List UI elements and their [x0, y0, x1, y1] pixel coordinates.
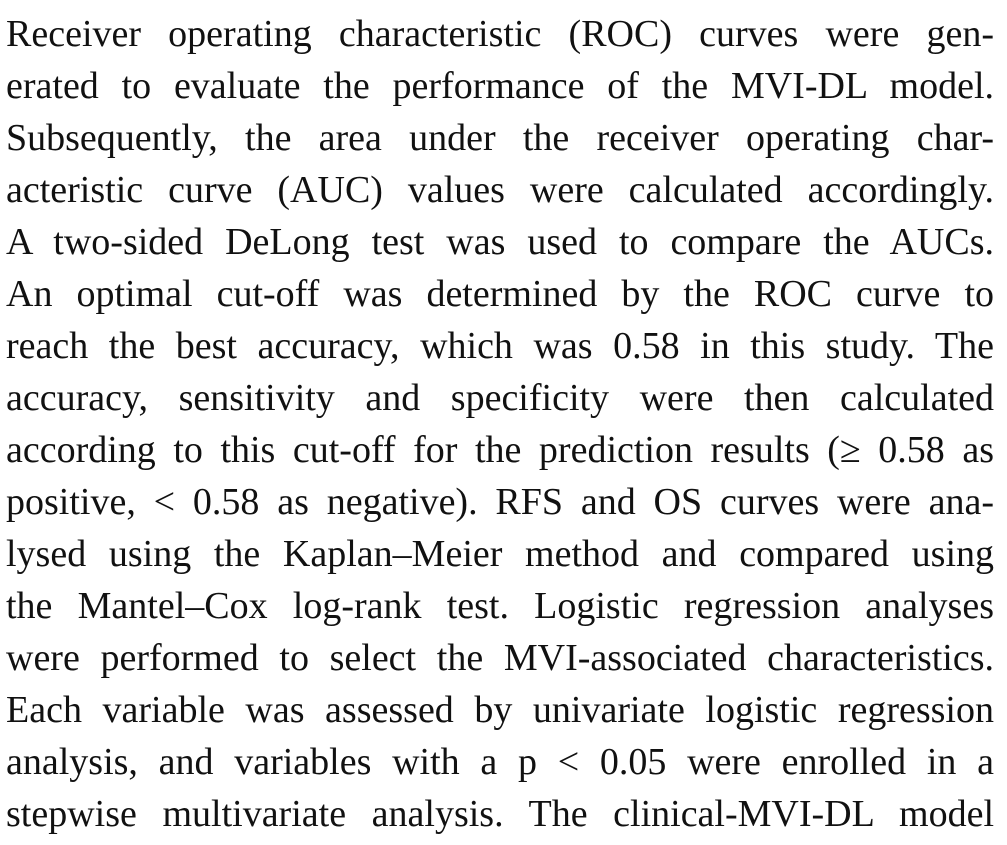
text-line-7: reach the best accuracy, which was 0.58 …: [6, 325, 994, 367]
text-line-10: positive, < 0.58 as negative). RFS and O…: [6, 481, 994, 523]
text-line-4: acteristic curve (AUC) values were calcu…: [6, 169, 994, 211]
text-line-13: were performed to select the MVI-associa…: [6, 637, 994, 679]
text-line-2: erated to evaluate the performance of th…: [6, 65, 994, 107]
text-line-16: stepwise multivariate analysis. The clin…: [6, 793, 994, 835]
text-line-11: lysed using the Kaplan–Meier method and …: [6, 533, 994, 575]
text-line-1: Receiver operating characteristic (ROC) …: [6, 13, 994, 55]
text-line-8: accuracy, sensitivity and specificity we…: [6, 377, 994, 419]
text-line-15: analysis, and variables with a p < 0.05 …: [6, 741, 994, 783]
text-line-6: An optimal cut-off was determined by the…: [6, 273, 994, 315]
text-line-12: the Mantel–Cox log-rank test. Logistic r…: [6, 585, 994, 627]
text-line-3: Subsequently, the area under the receive…: [6, 117, 994, 159]
text-line-14: Each variable was assessed by univariate…: [6, 689, 994, 731]
body-paragraph: Receiver operating characteristic (ROC) …: [6, 8, 994, 840]
text-line-5: A two-sided DeLong test was used to comp…: [6, 221, 994, 263]
text-line-9: according to this cut-off for the predic…: [6, 429, 994, 471]
